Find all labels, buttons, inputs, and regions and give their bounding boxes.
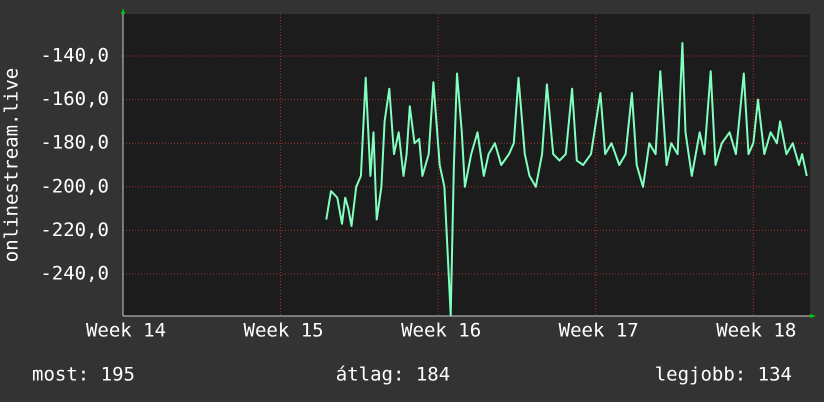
plot-area [123,14,810,316]
x-tick-label: Week 16 [401,320,481,342]
y-tick-label: -220,0 [40,219,109,241]
y-tick-label: -180,0 [40,132,109,154]
axis-arrow [810,314,816,318]
y-tick-label: -140,0 [40,45,109,67]
x-tick-label: Week 15 [244,320,324,342]
footer-stat: átlag: 184 [336,364,450,386]
x-tick-label: Week 17 [559,320,639,342]
y-tick-label: -160,0 [40,88,109,110]
y-tick-label: -240,0 [40,262,109,284]
y-axis-label: onlinestream.live [1,68,23,262]
axis-arrow [121,8,125,14]
y-tick-label: -200,0 [40,175,109,197]
x-tick-label: Week 18 [716,320,796,342]
footer-stat: most: 195 [32,364,135,386]
footer-stat: legjobb: 134 [655,364,792,386]
x-tick-label: Week 14 [86,320,166,342]
data-line [325,42,808,317]
